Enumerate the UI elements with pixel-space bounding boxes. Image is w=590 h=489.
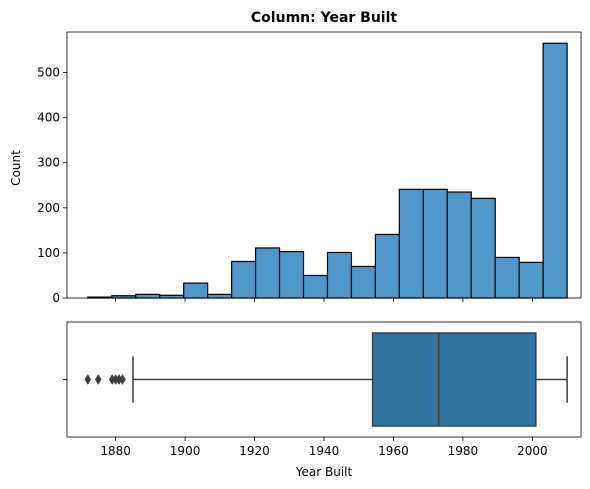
histogram-y-axis-label: Count	[9, 150, 23, 186]
histogram-bar-3	[159, 294, 185, 299]
boxplot-outlier-5	[119, 374, 126, 385]
boxplot-x-tick-label: 1940	[309, 444, 340, 458]
boxplot-x-tick-label: 1920	[239, 444, 270, 458]
histogram-bar-16	[470, 197, 496, 299]
histogram-y-tick-label: 500	[37, 66, 60, 80]
histogram-plot: 0 100 200 300 400 500	[37, 42, 568, 305]
histogram-bar-13	[398, 188, 424, 299]
histogram-bar-2	[135, 293, 161, 299]
histogram-bar-10	[326, 251, 353, 299]
histogram-bar-15	[446, 191, 472, 299]
histogram-bar-18	[518, 261, 544, 299]
histogram-frame	[66, 31, 582, 299]
boxplot-plot: 1880 1900 1920 1940 1960 1980 2000	[63, 332, 568, 458]
histogram-bar-4	[183, 282, 209, 299]
histogram-bar-14	[422, 188, 448, 299]
histogram-bar-5	[207, 293, 233, 299]
histogram-bar-9	[302, 274, 329, 299]
boxplot-outlier-0	[84, 374, 92, 385]
histogram-bar-6	[231, 260, 257, 299]
boxplot-x-tick-label: 2000	[517, 444, 548, 458]
boxplot-outlier-1	[94, 374, 102, 385]
boxplot-x-tick-label: 1900	[170, 444, 201, 458]
boxplot-x-tick-label: 1980	[448, 444, 479, 458]
boxplot-box	[371, 332, 537, 427]
boxplot-x-axis-label: Year Built	[295, 465, 353, 479]
histogram-y-tick-label: 0	[52, 291, 60, 305]
histogram-bar-12	[374, 233, 400, 299]
histogram-bar-8	[278, 250, 305, 299]
histogram-y-tick-label: 100	[37, 246, 60, 260]
histogram-bar-11	[350, 265, 377, 299]
boxplot-x-tick-label: 1960	[378, 444, 409, 458]
histogram-bar-7	[254, 247, 281, 299]
histogram-bar-19	[542, 42, 568, 299]
histogram-title: Column: Year Built	[251, 10, 397, 26]
boxplot-frame	[66, 321, 582, 438]
histogram-y-tick-label: 300	[37, 156, 60, 170]
histogram-y-tick-label: 400	[37, 111, 60, 125]
boxplot-x-tick-label: 1880	[100, 444, 131, 458]
histogram-bar-17	[494, 256, 520, 299]
histogram-y-tick-label: 200	[37, 201, 60, 215]
